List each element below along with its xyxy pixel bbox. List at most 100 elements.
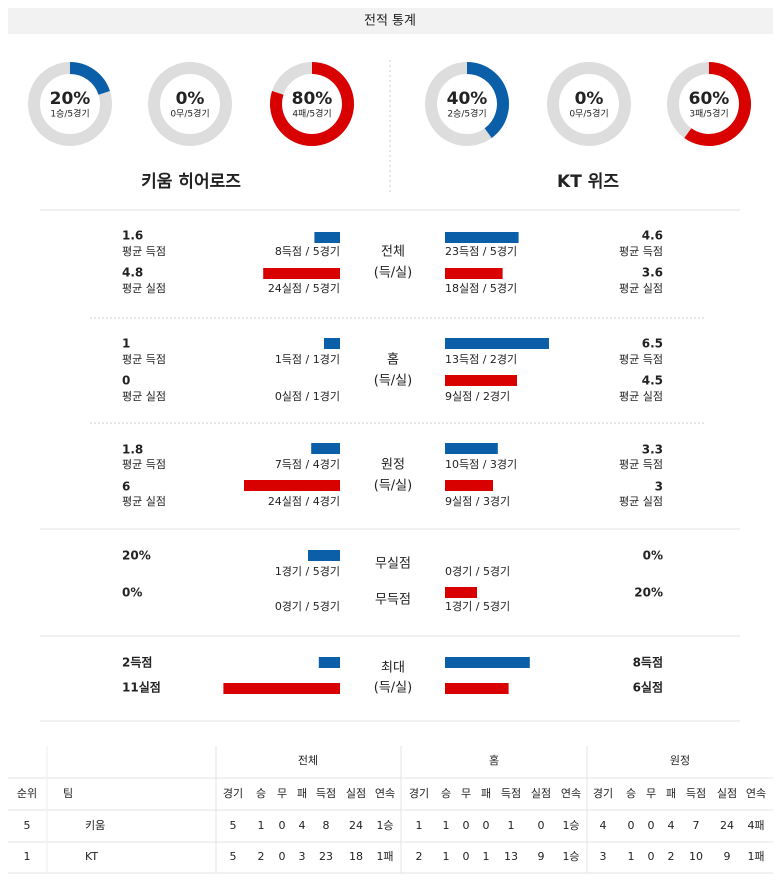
stat-caption: 평균 실점 [619, 390, 663, 403]
table-cell: 1승 [562, 819, 579, 832]
column-header: 실점 [531, 787, 551, 800]
table-cell: 5 [230, 850, 237, 863]
table-cell: 2 [258, 850, 265, 863]
bar-label: 1득점 / 1경기 [275, 353, 340, 366]
column-header: 실점 [346, 787, 366, 800]
table-cell: 13 [504, 850, 518, 863]
group-header: 원정 [670, 754, 690, 767]
stat-value: 1.8 [122, 443, 143, 457]
team-name: KT 위즈 [557, 172, 619, 192]
donut-label: 20% [50, 89, 91, 109]
donut-track [547, 62, 631, 146]
stat-value: 3.3 [642, 443, 663, 457]
donut-sub: 1승/5경기 [50, 108, 89, 120]
stat-caption: 평균 득점 [619, 245, 663, 258]
table-cell: 4패 [747, 819, 764, 832]
table-cell: 24 [349, 819, 363, 832]
stat-bar [308, 550, 340, 561]
donut-label: 80% [292, 89, 333, 109]
table-cell: 3 [600, 850, 607, 863]
stat-value: 20% [122, 549, 151, 563]
table-cell: 0 [279, 850, 286, 863]
stat-bar [445, 480, 493, 491]
bar-label: 8득점 / 5경기 [275, 245, 340, 258]
table-cell: 0 [279, 819, 286, 832]
column-header: 경기 [223, 787, 243, 800]
column-header: 실점 [717, 787, 737, 800]
table-cell: 1 [443, 850, 450, 863]
donut-arc [270, 62, 354, 146]
stat-bar [445, 443, 498, 454]
header-bar [8, 8, 773, 34]
section-label: 최대 [381, 661, 405, 676]
table-cell: 2 [416, 850, 423, 863]
table-cell: 0 [463, 819, 470, 832]
table-cell: 5 [230, 819, 237, 832]
bar-label: 1경기 / 5경기 [445, 600, 510, 613]
column-header: 득점 [686, 787, 706, 800]
stat-bar [445, 683, 509, 694]
bar-label: 10득점 / 3경기 [445, 458, 517, 471]
table-cell: 1 [443, 819, 450, 832]
bar-label: 9실점 / 2경기 [445, 390, 510, 403]
stat-caption: 평균 실점 [122, 495, 166, 508]
column-header: 패 [481, 787, 491, 800]
table-cell: 4 [299, 819, 306, 832]
column-header: 경기 [593, 787, 613, 800]
section-label: (득/실) [374, 681, 412, 696]
stat-value: 3 [655, 480, 663, 494]
donut-arc [684, 62, 751, 146]
stat-value: 0 [122, 374, 130, 388]
donut-sub: 2승/5경기 [447, 108, 486, 120]
donut-label: 0% [575, 89, 604, 109]
column-header: 팀 [63, 787, 73, 800]
bar-label: 23득점 / 5경기 [445, 245, 517, 258]
table-cell: 1승 [562, 850, 579, 863]
table-cell: 5 [24, 819, 31, 832]
table-cell: 9 [538, 850, 545, 863]
stat-value: 6.5 [642, 337, 663, 351]
table-cell: 1 [24, 850, 31, 863]
donut-arc [69, 62, 110, 96]
table-cell: 9 [724, 850, 731, 863]
donut-track [148, 62, 232, 146]
donut-sub: 0무/5경기 [170, 108, 209, 120]
table-cell: 0 [483, 819, 490, 832]
bar-label: 0경기 / 5경기 [275, 600, 340, 613]
bar-label: 0실점 / 1경기 [275, 390, 340, 403]
table-cell: 1 [508, 819, 515, 832]
column-header: 연속 [561, 787, 581, 800]
table-cell: 2 [668, 850, 675, 863]
column-header: 연속 [746, 787, 766, 800]
stat-value: 8득점 [633, 655, 663, 670]
table-cell: 4 [668, 819, 675, 832]
bar-label: 0경기 / 5경기 [445, 565, 510, 578]
table-cell: 4 [600, 819, 607, 832]
table-cell: 0 [538, 819, 545, 832]
section-label: 홈 [387, 353, 399, 368]
stat-value: 1 [122, 337, 130, 351]
bar-label: 9실점 / 3경기 [445, 495, 510, 508]
table-cell: 7 [693, 819, 700, 832]
table-cell: 23 [319, 850, 333, 863]
table-cell: 1패 [747, 850, 764, 863]
donut-label: 60% [689, 89, 730, 109]
bar-label: 1경기 / 5경기 [275, 565, 340, 578]
section-label: (득/실) [374, 266, 412, 281]
section-label: (득/실) [374, 374, 412, 389]
stat-value: 2득점 [122, 655, 152, 670]
donut-label: 40% [447, 89, 488, 109]
stat-bar [324, 338, 340, 349]
stat-caption: 평균 득점 [619, 353, 663, 366]
stat-bar [445, 587, 477, 598]
column-header: 무 [461, 787, 471, 800]
column-header: 패 [297, 787, 307, 800]
column-header: 득점 [316, 787, 336, 800]
bar-label: 13득점 / 2경기 [445, 353, 517, 366]
table-cell: 0 [648, 819, 655, 832]
stat-bar [314, 232, 340, 243]
column-header: 경기 [409, 787, 429, 800]
table-cell: 1 [628, 850, 635, 863]
column-header: 승 [441, 787, 451, 800]
stat-bar [263, 268, 340, 279]
